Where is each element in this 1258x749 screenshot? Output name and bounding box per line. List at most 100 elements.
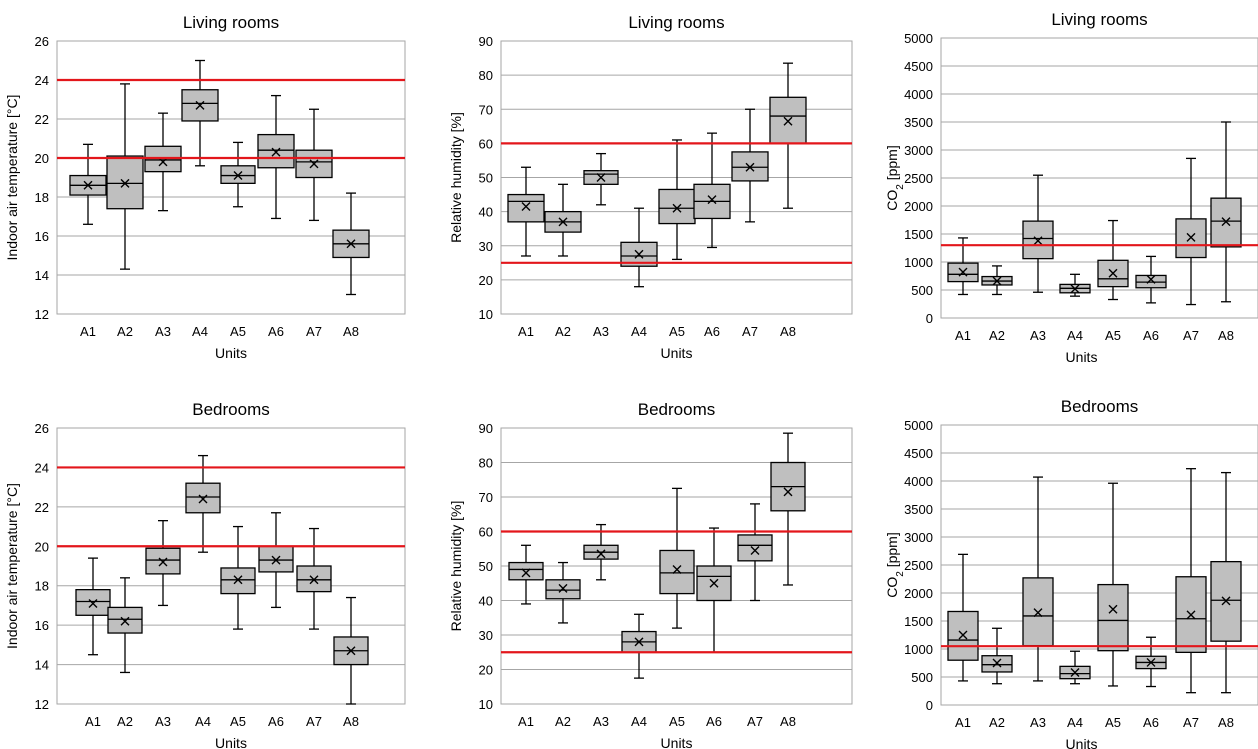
mean-marker [992, 276, 1002, 286]
mean-marker [558, 217, 568, 227]
y-tick-label: 4500 [904, 59, 933, 74]
mean-marker [346, 239, 356, 249]
box-A8 [770, 432, 806, 586]
box-iqr [1097, 583, 1129, 652]
y-tick-label: 90 [479, 421, 493, 436]
y-tick-label: 50 [479, 559, 493, 574]
y-tick-label: 90 [479, 34, 493, 49]
y-tick-label: 1500 [904, 614, 933, 629]
box-A2 [544, 183, 582, 257]
box-iqr [658, 188, 696, 225]
box-iqr [508, 561, 544, 581]
box-A8 [1210, 121, 1242, 303]
y-tick-label: 5000 [904, 31, 933, 46]
x-tick-label: A5 [1105, 328, 1121, 343]
y-tick-label: 20 [35, 539, 49, 554]
box-iqr [659, 549, 695, 595]
x-tick-label: A8 [343, 324, 359, 339]
x-tick-label: A8 [1218, 715, 1234, 730]
box-iqr [731, 151, 769, 182]
y-tick-label: 30 [479, 628, 493, 643]
y-tick-label: 60 [479, 136, 493, 151]
mean-marker [634, 637, 644, 647]
mean-marker [120, 178, 130, 188]
y-tick-label: 40 [479, 205, 493, 220]
chart-title: Bedrooms [192, 400, 269, 419]
chart-panel-2: 10 20 30 40 50 60 70 80 90 Living rooms Units Relat… [448, 13, 853, 361]
mean-marker [1108, 604, 1118, 614]
box-A2 [981, 265, 1013, 296]
box-A8 [1210, 471, 1242, 694]
y-tick-label: 60 [479, 525, 493, 540]
x-tick-label: A4 [1067, 715, 1083, 730]
mean-marker [783, 116, 793, 126]
y-tick-label: 14 [35, 268, 49, 283]
y-tick-label: 20 [479, 663, 493, 678]
y-tick-label: 3500 [904, 502, 933, 517]
chart-panel-6: 0 500 1000 1500 2000 2500 3000 3500 4000 4500 5000… [884, 397, 1258, 749]
x-tick-label: A6 [1143, 715, 1159, 730]
box-A6 [258, 512, 294, 609]
y-tick-label: 20 [35, 151, 49, 166]
mean-marker [158, 557, 168, 567]
y-tick-label: 10 [479, 697, 493, 712]
y-axis-label: Relative humidity [%] [448, 501, 464, 632]
box-A4 [1059, 650, 1091, 685]
box-A5 [658, 139, 696, 261]
y-tick-label: 4000 [904, 474, 933, 489]
box-A3 [583, 523, 619, 581]
box-A7 [1175, 468, 1207, 694]
y-tick-label: 70 [479, 102, 493, 117]
x-axis-label: Units [661, 345, 693, 361]
box-A1 [947, 237, 979, 296]
x-tick-label: A5 [230, 714, 246, 729]
y-tick-label: 1000 [904, 255, 933, 270]
y-tick-label: 16 [35, 229, 49, 244]
chart-panel-5: 10 20 30 40 50 60 70 80 90 Bedrooms Units Relative … [448, 400, 853, 749]
mean-marker [783, 487, 793, 497]
mean-marker [992, 658, 1002, 668]
y-tick-label: 500 [911, 670, 933, 685]
y-axis-label: CO2 [ppm] [884, 532, 906, 597]
box-A1 [508, 544, 544, 605]
y-tick-label: 80 [479, 68, 493, 83]
x-tick-label: A6 [268, 324, 284, 339]
x-axis-label: Units [661, 735, 693, 749]
x-tick-label: A6 [1143, 328, 1159, 343]
x-tick-label: A2 [989, 715, 1005, 730]
x-tick-label: A5 [669, 324, 685, 339]
x-axis-label: Units [215, 735, 247, 749]
chart-title: Living rooms [628, 13, 724, 32]
y-tick-label: 22 [35, 500, 49, 515]
mean-marker [1070, 284, 1080, 294]
box-A5 [220, 525, 256, 630]
box-A1 [75, 557, 111, 656]
box-iqr [737, 534, 773, 562]
x-tick-label: A7 [306, 324, 322, 339]
mean-marker [233, 575, 243, 585]
x-tick-label: A3 [593, 714, 609, 729]
mean-marker [120, 616, 130, 626]
mean-marker [271, 555, 281, 565]
x-tick-label: A8 [780, 714, 796, 729]
x-tick-label: A7 [747, 714, 763, 729]
chart-panel-3: 0 500 1000 1500 2000 2500 3000 3500 4000 4500 5000… [884, 10, 1258, 365]
y-tick-label: 16 [35, 618, 49, 633]
mean-marker [1146, 657, 1156, 667]
box-A5 [1097, 219, 1129, 301]
box-A8 [333, 596, 369, 705]
x-tick-label: A8 [1218, 328, 1234, 343]
box-A5 [220, 141, 256, 208]
y-tick-label: 20 [479, 273, 493, 288]
mean-marker [346, 646, 356, 656]
x-tick-label: A5 [1105, 715, 1121, 730]
mean-marker [1186, 610, 1196, 620]
y-tick-label: 18 [35, 190, 49, 205]
y-tick-label: 4000 [904, 87, 933, 102]
mean-marker [707, 195, 717, 205]
x-tick-label: A2 [989, 328, 1005, 343]
y-tick-label: 2500 [904, 171, 933, 186]
mean-marker [1221, 596, 1231, 606]
y-tick-label: 1500 [904, 227, 933, 242]
